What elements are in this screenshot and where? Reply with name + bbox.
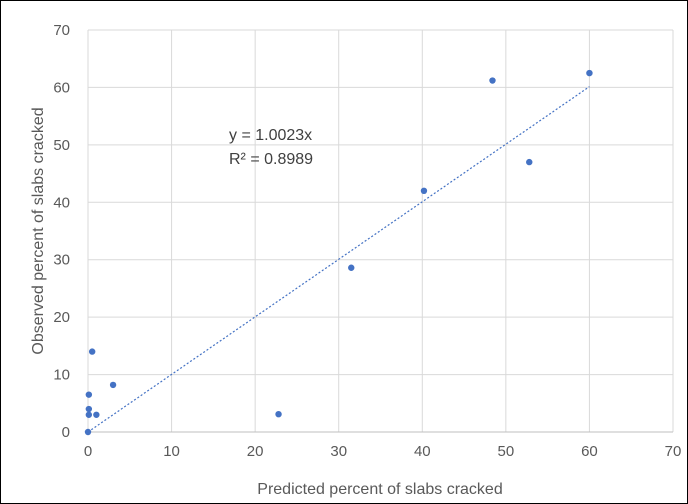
y-tick-label-30: 30 (53, 252, 70, 269)
data-point-2 (85, 405, 93, 413)
data-point-1 (85, 411, 93, 418)
y-tick-label-70: 70 (53, 22, 70, 39)
data-point-6 (109, 381, 117, 389)
y-tick-label-0: 0 (62, 424, 70, 441)
trendline-equation: y = 1.0023x (229, 127, 312, 144)
trendline-layer (87, 86, 590, 433)
x-axis-title: Predicted percent of slabs cracked (257, 481, 502, 498)
y-tick-label-60: 60 (53, 79, 70, 96)
data-point-9 (420, 187, 428, 194)
x-tick-label-0: 0 (84, 443, 92, 460)
tick-labels: 0 10 20 30 40 50 60 70 0 10 20 30 40 50 60 70 (53, 22, 681, 460)
data-point-8 (348, 264, 355, 271)
trendline-r-squared: R² = 0.8989 (229, 151, 313, 168)
data-point-10 (489, 77, 496, 84)
gridlines (88, 29, 674, 432)
data-point-5 (93, 411, 100, 418)
data-point-12 (586, 69, 593, 77)
x-tick-label-60: 60 (581, 443, 598, 460)
data-point-0 (84, 428, 92, 436)
x-tick-label-40: 40 (414, 443, 431, 460)
data-point-3 (85, 391, 93, 398)
data-point-11 (526, 158, 533, 166)
y-tick-label-50: 50 (53, 137, 70, 154)
y-tick-label-20: 20 (53, 309, 70, 326)
x-tick-label-20: 20 (247, 443, 264, 460)
x-tick-label-50: 50 (498, 443, 515, 460)
axes (87, 30, 673, 433)
data-points (84, 69, 593, 436)
x-tick-label-70: 70 (665, 443, 682, 460)
data-point-4 (88, 348, 96, 355)
y-tick-label-10: 10 (53, 367, 70, 384)
y-tick-label-40: 40 (53, 194, 70, 211)
data-point-7 (275, 410, 282, 418)
trendline (87, 86, 590, 433)
x-tick-label-10: 10 (163, 443, 180, 460)
y-axis-title: Observed percent of slabs cracked (30, 107, 47, 354)
x-tick-label-30: 30 (330, 443, 347, 460)
